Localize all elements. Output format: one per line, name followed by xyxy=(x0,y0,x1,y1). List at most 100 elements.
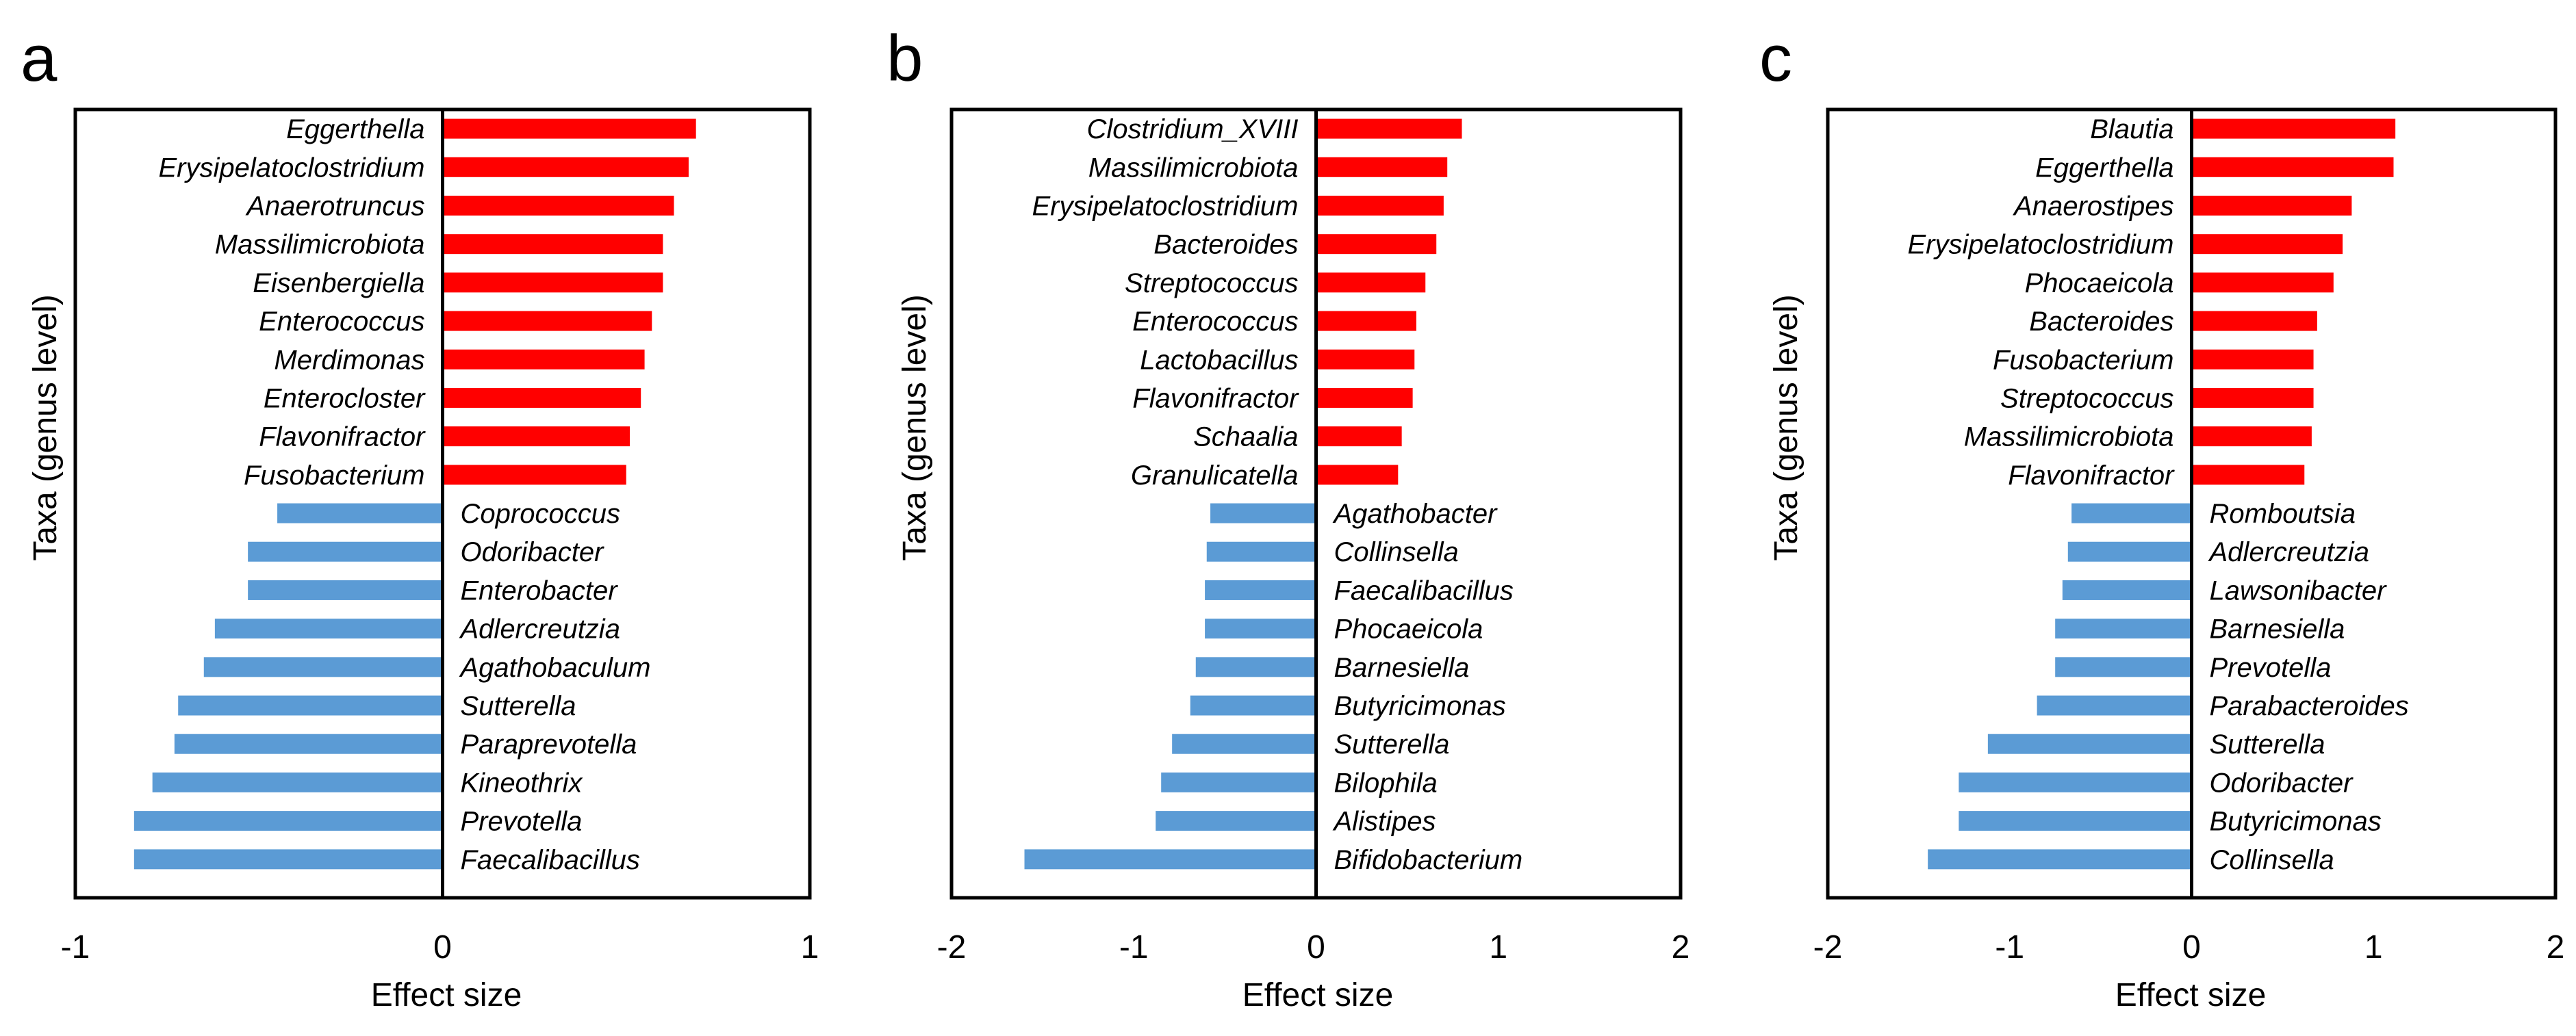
taxon-label: Sutterella xyxy=(2210,729,2325,760)
bar-negative xyxy=(1205,580,1316,600)
taxon-label: Enterococcus xyxy=(259,307,424,337)
taxon-label: Blautia xyxy=(2090,114,2173,144)
taxon-label: Barnesiella xyxy=(2210,614,2345,645)
panel-letter: a xyxy=(21,22,58,95)
taxon-label: Coprococcus xyxy=(461,499,620,529)
bar-positive xyxy=(442,272,663,293)
bar-positive xyxy=(1316,387,1413,408)
bar-positive xyxy=(1316,426,1402,447)
bar-negative xyxy=(277,503,443,523)
taxon-label: Butyricimonas xyxy=(1334,691,1506,721)
taxon-label: Fusobacterium xyxy=(244,461,425,491)
x-axis-label: Effect size xyxy=(1242,977,1394,1013)
x-tick-label: -2 xyxy=(937,929,967,966)
bar-negative xyxy=(214,619,443,639)
panel-b: b Taxa (genus level) Effect size Clostri… xyxy=(887,22,1689,1013)
taxon-label: Erysipelatoclostridium xyxy=(158,153,424,183)
bar-positive xyxy=(2191,157,2394,177)
taxon-label: Sutterella xyxy=(461,691,576,721)
bar-positive xyxy=(442,465,626,485)
taxon-label: Fusobacterium xyxy=(1993,345,2174,375)
x-axis-label: Effect size xyxy=(371,977,522,1013)
panel-a: a Taxa (genus level) Effect size Eggerth… xyxy=(21,22,819,1013)
taxon-label: Faecalibacillus xyxy=(461,845,640,875)
bar-negative xyxy=(203,657,443,677)
bar-negative xyxy=(1959,772,2192,792)
taxon-label: Prevotella xyxy=(2210,653,2332,683)
taxon-label: Flavonifractor xyxy=(1132,383,1299,413)
bar-positive xyxy=(2191,349,2314,370)
panel-letter: b xyxy=(887,22,923,95)
bar-positive xyxy=(2191,465,2305,485)
bar-negative xyxy=(1959,811,2192,831)
taxon-label: Massilimicrobiota xyxy=(1964,422,2174,452)
bar-positive xyxy=(442,118,696,139)
taxon-label: Odoribacter xyxy=(461,537,605,567)
bar-negative xyxy=(1205,619,1316,639)
bar-negative xyxy=(1156,811,1316,831)
taxon-label: Adlercreutzia xyxy=(459,614,620,645)
taxon-label: Kineothrix xyxy=(461,768,584,798)
y-axis-label: Taxa (genus level) xyxy=(27,294,64,561)
bar-negative xyxy=(2071,503,2192,523)
taxon-label: Granulicatella xyxy=(1131,461,1299,491)
bar-positive xyxy=(2191,272,2334,293)
bar-negative xyxy=(2037,695,2192,716)
taxon-label: Massilimicrobiota xyxy=(1088,153,1299,183)
bar-negative xyxy=(178,695,443,716)
bar-positive xyxy=(2191,118,2396,139)
x-tick-label: -1 xyxy=(1995,929,2024,966)
taxon-label: Flavonifractor xyxy=(259,422,426,452)
taxon-label: Prevotella xyxy=(461,807,583,837)
y-axis-label: Taxa (genus level) xyxy=(1768,294,1805,561)
taxon-label: Collinsella xyxy=(1334,537,1459,567)
taxon-label: Schaalia xyxy=(1193,422,1298,452)
taxon-label: Bifidobacterium xyxy=(1334,845,1523,875)
taxon-label: Lawsonibacter xyxy=(2210,575,2388,606)
taxon-label: Alistipes xyxy=(1333,807,1436,837)
plot-area: Clostridium_XVIII Massilimicrobiota Erysip… xyxy=(937,107,1689,966)
taxon-label: Paraprevotella xyxy=(461,729,637,760)
bar-positive xyxy=(1316,349,1415,370)
bar-negative xyxy=(133,811,443,831)
bar-negative xyxy=(1206,541,1316,562)
bar-positive xyxy=(1316,195,1444,216)
taxon-label: Agathobacter xyxy=(1333,499,1499,529)
bar-positive xyxy=(1316,272,1426,293)
bar-negative xyxy=(133,849,443,870)
bar-negative xyxy=(1928,849,2192,870)
taxon-label: Erysipelatoclostridium xyxy=(1032,191,1298,221)
bar-negative xyxy=(2062,580,2192,600)
bar-negative xyxy=(1024,849,1316,870)
taxon-label: Barnesiella xyxy=(1334,653,1470,683)
taxon-label: Lactobacillus xyxy=(1140,345,1298,375)
panel-c: c Taxa (genus level) Effect size Blautia… xyxy=(1759,22,2564,1013)
taxon-label: Romboutsia xyxy=(2210,499,2356,529)
bar-positive xyxy=(1316,234,1437,255)
taxon-label: Anaerotruncus xyxy=(245,191,424,221)
taxon-label: Flavonifractor xyxy=(2008,461,2175,491)
bar-negative xyxy=(248,580,443,600)
taxon-label: Collinsella xyxy=(2210,845,2334,875)
bar-positive xyxy=(1316,311,1416,331)
taxon-label: Anaerostipes xyxy=(2013,191,2173,221)
bar-negative xyxy=(1195,657,1316,677)
taxon-label: Bacteroides xyxy=(1153,230,1298,260)
taxon-label: Clostridium_XVIII xyxy=(1087,114,1299,144)
bar-positive xyxy=(442,387,641,408)
taxon-label: Odoribacter xyxy=(2210,768,2354,798)
taxon-label: Streptococcus xyxy=(1125,268,1298,298)
x-tick-label: 1 xyxy=(801,929,819,966)
taxon-label: Phocaeicola xyxy=(1334,614,1483,645)
bar-positive xyxy=(1316,118,1462,139)
bar-positive xyxy=(442,311,652,331)
taxon-label: Streptococcus xyxy=(2000,383,2173,413)
plot-area: Blautia Eggerthella Anaerostipes Erysipelat… xyxy=(1813,107,2564,966)
bar-positive xyxy=(442,157,689,177)
x-tick-label: -1 xyxy=(1119,929,1149,966)
x-axis-label: Effect size xyxy=(2115,977,2267,1013)
bar-positive xyxy=(2191,426,2312,447)
x-tick-label: 0 xyxy=(2182,929,2201,966)
bar-negative xyxy=(1210,503,1316,523)
